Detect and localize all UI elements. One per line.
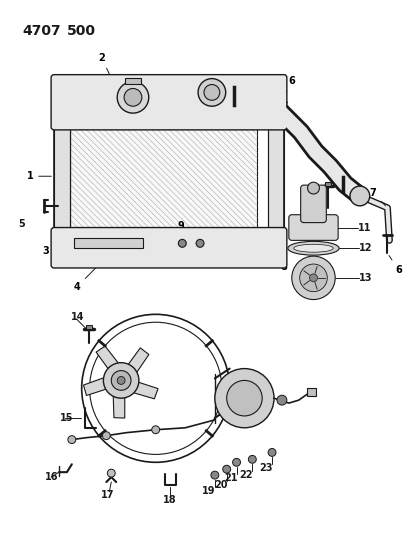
FancyBboxPatch shape bbox=[301, 185, 326, 223]
Circle shape bbox=[102, 432, 110, 440]
Text: 21: 21 bbox=[224, 473, 237, 483]
Bar bbox=[86, 325, 91, 329]
Text: 10: 10 bbox=[344, 189, 357, 199]
Text: 19: 19 bbox=[202, 486, 216, 496]
Circle shape bbox=[117, 376, 125, 384]
Circle shape bbox=[178, 239, 186, 247]
Circle shape bbox=[117, 82, 149, 113]
Text: 18: 18 bbox=[162, 495, 176, 505]
Bar bbox=[268, 107, 284, 245]
Circle shape bbox=[204, 85, 220, 100]
Bar bbox=[125, 78, 141, 84]
Polygon shape bbox=[126, 379, 158, 399]
Circle shape bbox=[124, 88, 142, 106]
Text: 1: 1 bbox=[27, 171, 51, 181]
Ellipse shape bbox=[288, 241, 339, 255]
Ellipse shape bbox=[294, 244, 333, 252]
Circle shape bbox=[196, 239, 204, 247]
Circle shape bbox=[107, 469, 115, 477]
Circle shape bbox=[277, 395, 287, 405]
Text: 9: 9 bbox=[177, 221, 189, 241]
Circle shape bbox=[103, 362, 139, 398]
Text: 3: 3 bbox=[42, 244, 71, 256]
Polygon shape bbox=[123, 348, 149, 379]
Circle shape bbox=[233, 458, 240, 466]
Circle shape bbox=[152, 426, 160, 434]
Circle shape bbox=[223, 465, 231, 473]
Circle shape bbox=[198, 78, 226, 106]
Text: 6: 6 bbox=[389, 255, 402, 275]
Circle shape bbox=[68, 435, 76, 443]
Bar bbox=[54, 107, 70, 245]
Text: 22: 22 bbox=[239, 470, 253, 480]
Text: 17: 17 bbox=[102, 490, 115, 500]
Text: 2: 2 bbox=[98, 53, 112, 80]
Circle shape bbox=[292, 256, 335, 300]
Polygon shape bbox=[113, 388, 125, 418]
Circle shape bbox=[111, 370, 131, 390]
Text: 500: 500 bbox=[67, 24, 96, 38]
Circle shape bbox=[248, 455, 256, 463]
Text: 15: 15 bbox=[60, 413, 73, 423]
FancyBboxPatch shape bbox=[51, 75, 287, 130]
Text: 14: 14 bbox=[71, 312, 84, 322]
Text: 4: 4 bbox=[74, 262, 102, 292]
Circle shape bbox=[268, 448, 276, 456]
Bar bbox=[70, 107, 257, 240]
Circle shape bbox=[308, 182, 319, 194]
Text: 4707: 4707 bbox=[22, 24, 61, 38]
Text: 16: 16 bbox=[45, 472, 59, 482]
FancyBboxPatch shape bbox=[51, 228, 287, 268]
Circle shape bbox=[215, 369, 274, 428]
Text: 6: 6 bbox=[282, 76, 295, 100]
Circle shape bbox=[227, 381, 262, 416]
Circle shape bbox=[211, 471, 219, 479]
Text: 7: 7 bbox=[370, 188, 386, 206]
Bar bbox=[306, 389, 317, 396]
Text: 5: 5 bbox=[18, 219, 25, 229]
Text: 13: 13 bbox=[359, 273, 373, 283]
Text: 20: 20 bbox=[214, 480, 228, 490]
Circle shape bbox=[310, 274, 317, 282]
Bar bbox=[325, 182, 331, 186]
Circle shape bbox=[350, 186, 370, 206]
Polygon shape bbox=[96, 346, 123, 376]
Text: 23: 23 bbox=[259, 463, 273, 473]
Text: 8: 8 bbox=[275, 259, 287, 272]
FancyBboxPatch shape bbox=[289, 215, 338, 240]
Polygon shape bbox=[84, 375, 115, 395]
Text: 12: 12 bbox=[359, 243, 373, 253]
Circle shape bbox=[300, 264, 327, 292]
Bar bbox=[74, 238, 143, 248]
Text: 11: 11 bbox=[358, 223, 371, 232]
